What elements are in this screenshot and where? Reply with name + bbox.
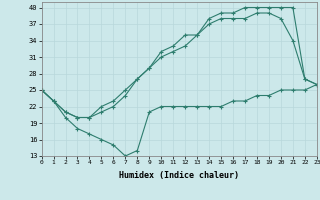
X-axis label: Humidex (Indice chaleur): Humidex (Indice chaleur) (119, 171, 239, 180)
